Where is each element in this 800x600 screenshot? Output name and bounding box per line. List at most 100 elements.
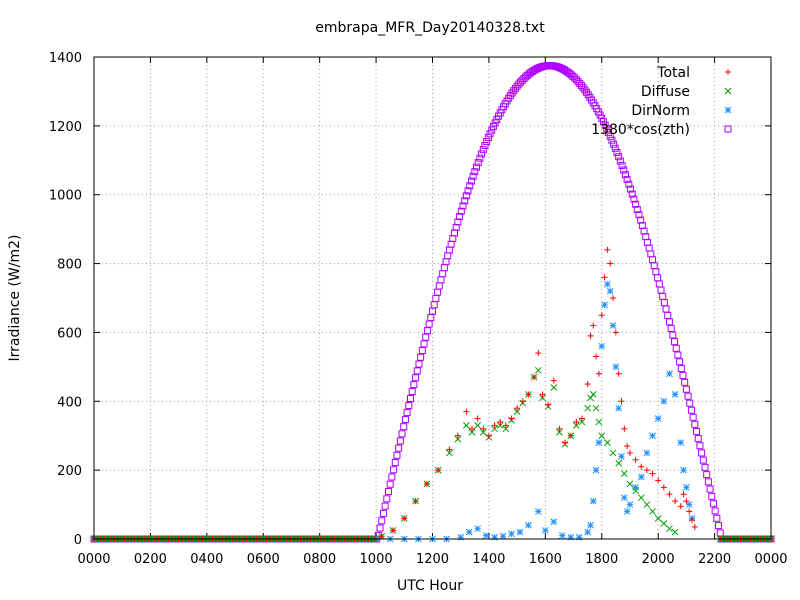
data-point	[390, 466, 398, 474]
data-point	[677, 365, 685, 373]
data-point	[660, 520, 668, 527]
data-point	[376, 524, 384, 532]
data-point	[606, 287, 614, 295]
x-tick-label: 2200	[698, 552, 731, 567]
data-point	[592, 466, 600, 474]
data-point	[616, 157, 624, 165]
data-point	[476, 154, 484, 162]
data-point	[461, 197, 469, 205]
data-point	[703, 471, 711, 479]
data-point	[464, 187, 472, 195]
data-point	[601, 121, 609, 129]
data-point	[674, 351, 682, 359]
data-point	[660, 397, 668, 405]
data-point	[649, 432, 656, 440]
data-point	[715, 522, 723, 530]
data-point	[456, 213, 464, 221]
x-tick-label: 2000	[642, 552, 675, 567]
data-point	[413, 367, 421, 375]
data-point	[481, 142, 489, 150]
legend-marker	[724, 125, 732, 133]
data-point	[590, 322, 597, 329]
data-point	[410, 381, 418, 389]
data-point	[474, 159, 482, 167]
data-point	[534, 508, 542, 515]
x-tick-label: 0000	[77, 552, 110, 567]
data-point	[396, 437, 404, 445]
data-point	[610, 140, 618, 148]
x-axis-title: UTC Hour	[397, 578, 463, 594]
data-point	[666, 370, 673, 378]
data-point	[698, 449, 706, 457]
legend-marker	[724, 87, 732, 95]
data-point	[463, 408, 470, 415]
data-point	[550, 377, 557, 384]
data-point	[558, 532, 566, 539]
data-point	[545, 401, 552, 408]
x-tick-label: 0000	[754, 552, 787, 567]
data-point	[474, 525, 481, 533]
legend-label: 1380*cos(zth)	[591, 122, 690, 138]
data-point	[589, 497, 597, 505]
data-point	[446, 446, 453, 453]
data-point	[605, 129, 613, 137]
data-point	[694, 435, 702, 443]
data-point	[609, 322, 617, 329]
data-point	[516, 528, 524, 536]
data-point	[535, 350, 542, 357]
data-point	[628, 190, 636, 198]
data-point	[686, 508, 693, 515]
data-point	[613, 148, 621, 156]
data-point	[378, 533, 385, 540]
x-tick-label: 0800	[303, 552, 336, 567]
data-point	[467, 177, 475, 185]
data-point	[534, 366, 542, 374]
data-point	[408, 388, 416, 396]
data-point	[627, 185, 635, 193]
x-tick-label: 0400	[190, 552, 223, 567]
data-point	[418, 347, 426, 355]
data-point	[624, 443, 631, 450]
data-point	[479, 428, 487, 436]
data-point	[383, 495, 391, 503]
data-point	[422, 333, 430, 341]
data-point	[454, 435, 462, 443]
data-point	[420, 340, 428, 348]
data-point	[412, 498, 419, 505]
data-point	[671, 338, 679, 346]
data-point	[468, 425, 475, 432]
data-point	[587, 332, 594, 339]
data-point	[395, 444, 403, 452]
data-point	[573, 418, 580, 425]
data-point	[655, 477, 662, 484]
data-point	[595, 439, 603, 446]
data-point	[660, 484, 667, 491]
data-point	[699, 456, 707, 464]
data-point	[417, 353, 425, 361]
data-point	[607, 260, 614, 267]
data-point	[567, 432, 574, 439]
data-point	[606, 132, 614, 140]
legend-label: Total	[656, 65, 690, 81]
data-point	[480, 425, 487, 432]
data-point	[550, 518, 558, 526]
data-point	[599, 118, 607, 126]
data-point	[496, 422, 504, 429]
data-point	[446, 449, 453, 457]
y-tick-label: 400	[57, 395, 82, 410]
legend-label: Diffuse	[641, 84, 690, 100]
data-point	[638, 463, 645, 470]
data-point	[391, 459, 399, 467]
x-tick-label: 0200	[134, 552, 167, 567]
data-point	[550, 384, 558, 391]
data-point	[598, 342, 606, 350]
data-point	[484, 134, 492, 142]
data-point	[643, 501, 651, 508]
data-point	[478, 150, 486, 158]
data-point	[611, 144, 619, 152]
data-point	[485, 432, 492, 439]
data-point	[615, 404, 623, 412]
data-point	[637, 473, 645, 481]
data-point	[709, 500, 717, 508]
